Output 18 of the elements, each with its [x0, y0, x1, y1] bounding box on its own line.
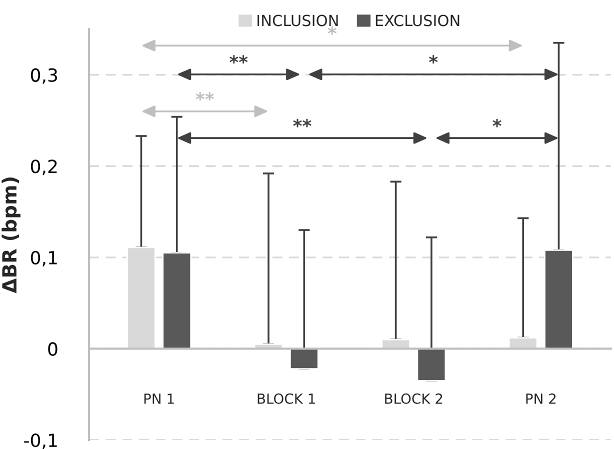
y-axis-title: ΔBR (bpm) [2, 178, 20, 294]
annotation: * [328, 26, 337, 35]
annotation: * [428, 55, 438, 64]
y-tick-label: 0,1 [30, 250, 57, 266]
x-tick-label: BLOCK 2 [385, 393, 442, 404]
x-tick-label: PN 2 [526, 393, 556, 404]
y-tick-label: 0,2 [30, 160, 57, 176]
legend-label: EXCLUSION [376, 14, 460, 26]
x-tick-label: BLOCK 1 [258, 393, 315, 404]
annotation: ** [196, 92, 214, 101]
legend-label: INCLUSION [258, 14, 338, 26]
y-tick-label: -0,1 [24, 433, 57, 449]
annotation: * [492, 118, 502, 128]
y-tick-label: 0 [48, 342, 58, 356]
annotation: ** [230, 55, 248, 64]
annotation: ** [293, 118, 312, 128]
y-tick-label: 0,3 [30, 68, 58, 84]
x-tick-label: PN 1 [144, 394, 174, 404]
